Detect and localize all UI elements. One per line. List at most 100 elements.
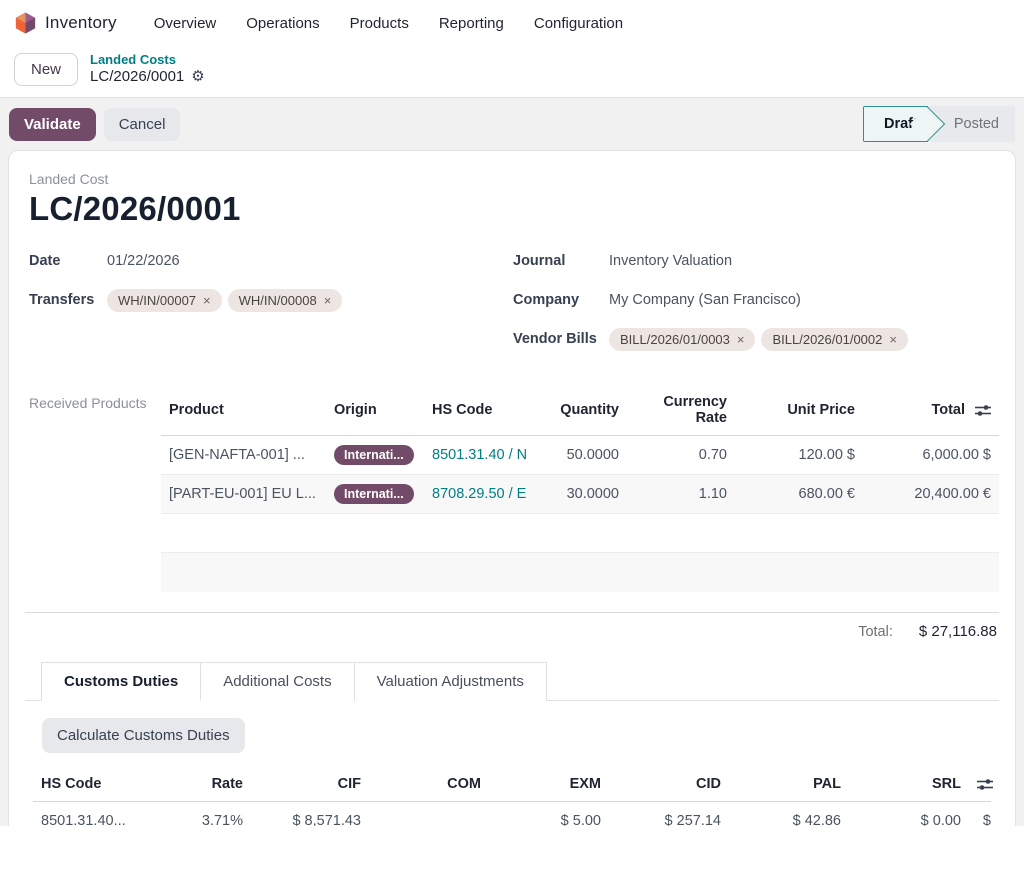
validate-button[interactable]: Validate	[9, 107, 96, 141]
cell-total[interactable]: 6,000.00 $	[922, 447, 991, 463]
cell-hs-code-link[interactable]: 8501.31.40 / N	[432, 447, 528, 463]
nav-item-configuration[interactable]: Configuration	[533, 14, 624, 32]
app-logo-icon[interactable]	[14, 11, 37, 35]
col-hs-code[interactable]: HS Code	[41, 776, 102, 792]
cell-currency-rate[interactable]: 0.70	[698, 447, 727, 463]
optional-columns-icon[interactable]	[977, 778, 993, 791]
table-row[interactable]: [PART-EU-001] EU L... Internati... 8708.…	[161, 475, 999, 514]
nav-item-reporting[interactable]: Reporting	[438, 14, 504, 32]
tag-remove-icon[interactable]: ×	[889, 331, 897, 347]
stage-posted[interactable]: Posted	[953, 116, 999, 132]
tab-additional-costs[interactable]: Additional Costs	[201, 662, 355, 701]
company-field[interactable]: My Company (San Francisco)	[609, 292, 801, 308]
tab-customs-duties[interactable]: Customs Duties	[41, 662, 202, 701]
breadcrumb: Landed Costs LC/2026/0001 ⚙	[90, 52, 205, 87]
nav-item-operations[interactable]: Operations	[246, 14, 320, 32]
date-field[interactable]: 01/22/2026	[107, 253, 180, 269]
page-title: LC/2026/0001	[29, 190, 241, 227]
tag-remove-icon[interactable]: ×	[736, 331, 745, 347]
nav-item-products[interactable]: Products	[349, 14, 409, 32]
customs-duties-table: HS Code Rate CIF COM EXM CID PAL SRL	[33, 767, 993, 826]
field-grid: Date 01/22/2026 Transfers WH/IN/00007 × …	[25, 246, 999, 363]
page-background: Landed Cost LC/2026/0001 Date 01/22/2026…	[0, 150, 1024, 826]
received-products-table: Product Origin HS Code Quantity Currency…	[161, 385, 999, 592]
table-row[interactable]: 8501.31.40... 3.71% $ 8,571.43 $ 5.00 $ …	[33, 802, 991, 826]
optional-columns-icon[interactable]	[975, 404, 991, 417]
form-sheet: Landed Cost LC/2026/0001 Date 01/22/2026…	[8, 150, 1016, 826]
col-quantity[interactable]: Quantity	[560, 402, 619, 418]
col-product[interactable]: Product	[169, 402, 224, 418]
cell-cif[interactable]: $ 8,571.43	[292, 813, 361, 826]
cell-rate[interactable]: 3.71%	[201, 813, 243, 826]
breadcrumb-bar: New Landed Costs LC/2026/0001 ⚙	[0, 46, 1024, 97]
table-row[interactable]: [GEN-NAFTA-001] ... Internati... 8501.31…	[161, 436, 999, 475]
optional-columns-header	[969, 769, 1001, 800]
breadcrumb-current-label: LC/2026/0001	[90, 68, 185, 86]
cell-quantity[interactable]: 50.0000	[566, 447, 619, 463]
breadcrumb-parent-link[interactable]: Landed Costs	[90, 52, 176, 67]
stage-draft[interactable]: Draft	[863, 106, 928, 142]
transfer-tag[interactable]: WH/IN/00008 ×	[227, 288, 343, 312]
col-exm[interactable]: EXM	[569, 776, 601, 792]
cell-product[interactable]: [GEN-NAFTA-001] ...	[169, 447, 305, 463]
cell-cid[interactable]: $ 257.14	[664, 813, 721, 826]
cell-currency-rate[interactable]: 1.10	[698, 486, 727, 502]
nav-item-overview[interactable]: Overview	[153, 14, 217, 32]
received-products-header-row: Product Origin HS Code Quantity Currency…	[161, 385, 999, 436]
transfers-label: Transfers	[29, 292, 95, 308]
company-label: Company	[513, 292, 580, 308]
table-total-row: Total: $ 27,116.88	[25, 612, 999, 648]
origin-badge[interactable]: Internati...	[334, 445, 414, 465]
vendor-bill-tag[interactable]: BILL/2026/01/0003 ×	[609, 327, 756, 351]
tag-remove-icon[interactable]: ×	[323, 292, 332, 308]
tab-valuation-adjustments[interactable]: Valuation Adjustments	[354, 662, 547, 701]
app-name[interactable]: Inventory	[45, 13, 117, 32]
col-origin[interactable]: Origin	[334, 402, 377, 418]
cell-pal[interactable]: $ 42.86	[792, 813, 841, 826]
calculate-customs-duties-button[interactable]: Calculate Customs Duties	[42, 718, 245, 753]
col-cid[interactable]: CID	[696, 776, 721, 792]
cell-com[interactable]	[369, 810, 489, 826]
received-products-section: Received Products Product Origin HS Code…	[25, 385, 999, 592]
cell-unit-price[interactable]: 680.00 €	[798, 486, 855, 502]
transfer-tag[interactable]: WH/IN/00007 ×	[107, 288, 222, 312]
total-value: $ 27,116.88	[918, 623, 997, 640]
cell-exm[interactable]: $ 5.00	[560, 813, 601, 826]
notebook-tabs: Customs Duties Additional Costs Valuatio…	[25, 662, 999, 701]
col-srl[interactable]: SRL	[932, 776, 961, 792]
total-label: Total:	[858, 623, 893, 640]
cell-origin: Internati...	[326, 436, 424, 474]
cell-origin: Internati...	[326, 475, 424, 513]
cell-quantity[interactable]: 30.0000	[566, 486, 619, 502]
cell-hs-code-link[interactable]: 8708.29.50 / E	[432, 486, 527, 502]
transfers-field[interactable]: WH/IN/00007 × WH/IN/00008 ×	[107, 288, 343, 312]
col-total: Total	[863, 393, 999, 427]
vendor-bills-label: Vendor Bills	[513, 331, 597, 347]
stage-stepper: Draft Posted	[863, 106, 1015, 142]
cell-total[interactable]: 20,400.00 €	[914, 486, 991, 502]
col-unit-price[interactable]: Unit Price	[787, 402, 855, 418]
tag-remove-icon[interactable]: ×	[203, 292, 211, 308]
journal-label: Journal	[513, 253, 566, 269]
cell-product[interactable]: [PART-EU-001] EU L...	[169, 486, 316, 502]
col-pal[interactable]: PAL	[813, 776, 841, 792]
gear-icon[interactable]: ⚙	[191, 68, 205, 86]
date-label: Date	[29, 253, 61, 269]
customs-header-row: HS Code Rate CIF COM EXM CID PAL SRL	[33, 767, 993, 802]
cell-srl[interactable]: $ 0.00	[920, 813, 961, 826]
top-nav: Inventory Overview Operations Products R…	[0, 0, 1024, 46]
col-currency-rate[interactable]: Currency Rate	[663, 394, 727, 426]
col-cif[interactable]: CIF	[337, 776, 361, 792]
origin-badge[interactable]: Internati...	[334, 484, 414, 504]
journal-field[interactable]: Inventory Valuation	[609, 253, 733, 269]
col-rate[interactable]: Rate	[211, 776, 243, 792]
cell-clipped-column[interactable]: $	[982, 813, 991, 826]
col-hs-code[interactable]: HS Code	[432, 402, 493, 418]
vendor-bills-field[interactable]: BILL/2026/01/0003 × BILL/2026/01/0002 ×	[609, 327, 908, 351]
cell-hs-code[interactable]: 8501.31.40...	[41, 813, 126, 826]
vendor-bill-tag[interactable]: BILL/2026/01/0002 ×	[761, 327, 908, 351]
new-button[interactable]: New	[14, 53, 79, 86]
cell-unit-price[interactable]: 120.00 $	[798, 447, 855, 463]
col-com[interactable]: COM	[447, 776, 481, 792]
cancel-button[interactable]: Cancel	[103, 107, 181, 141]
